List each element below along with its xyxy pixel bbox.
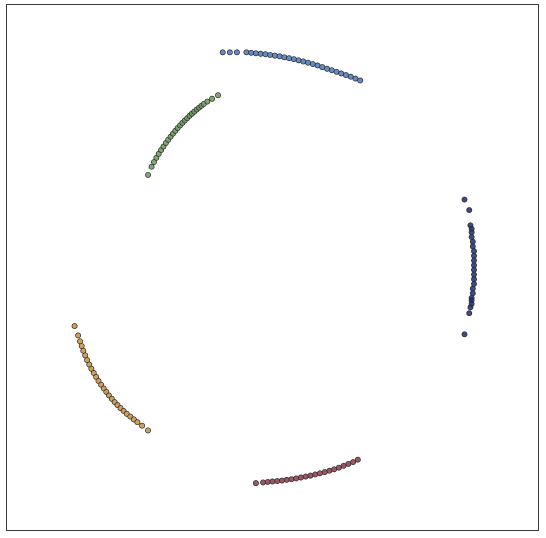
data-point (293, 475, 300, 482)
data-point (139, 422, 146, 429)
data-point (264, 479, 271, 485)
data-point (305, 59, 312, 66)
data-point (226, 49, 233, 56)
data-point (233, 49, 240, 56)
data-point (466, 310, 473, 317)
data-point (326, 467, 333, 474)
data-point (307, 472, 314, 479)
data-point (267, 51, 274, 58)
data-point (461, 331, 468, 338)
series-5 (145, 92, 221, 178)
data-point (288, 476, 295, 483)
data-point (209, 95, 215, 102)
data-point (279, 477, 285, 484)
data-point (312, 471, 319, 478)
series-3 (252, 456, 361, 487)
data-point (281, 54, 288, 61)
data-point (257, 50, 264, 57)
data-point (295, 57, 302, 64)
data-point (145, 427, 151, 434)
data-point (467, 304, 474, 311)
data-point (350, 459, 357, 465)
series-1 (219, 49, 364, 84)
data-point (274, 478, 281, 484)
data-point (148, 163, 155, 170)
data-point (71, 323, 78, 330)
data-point (300, 58, 307, 65)
data-point (75, 332, 82, 339)
data-point (204, 98, 211, 105)
data-point (248, 49, 255, 56)
data-point (298, 474, 304, 481)
data-point (466, 207, 473, 214)
series-4 (71, 323, 151, 434)
data-point (260, 479, 266, 486)
data-point (243, 49, 250, 56)
data-point (276, 53, 283, 60)
data-point (461, 196, 468, 203)
data-point (145, 171, 151, 178)
data-point (262, 51, 269, 58)
data-point (252, 480, 259, 487)
data-point (357, 77, 364, 84)
data-point (271, 52, 278, 59)
data-point (283, 476, 290, 483)
data-point (286, 55, 293, 62)
plot-frame (6, 4, 539, 531)
points-layer (71, 49, 477, 487)
data-point (215, 92, 221, 99)
data-point (290, 56, 297, 63)
data-point (219, 49, 226, 56)
data-point (269, 478, 276, 485)
data-point (302, 473, 309, 480)
data-point (252, 50, 259, 57)
data-point (316, 470, 323, 477)
data-point (354, 456, 361, 463)
series-2 (461, 196, 477, 338)
data-point (134, 419, 141, 426)
